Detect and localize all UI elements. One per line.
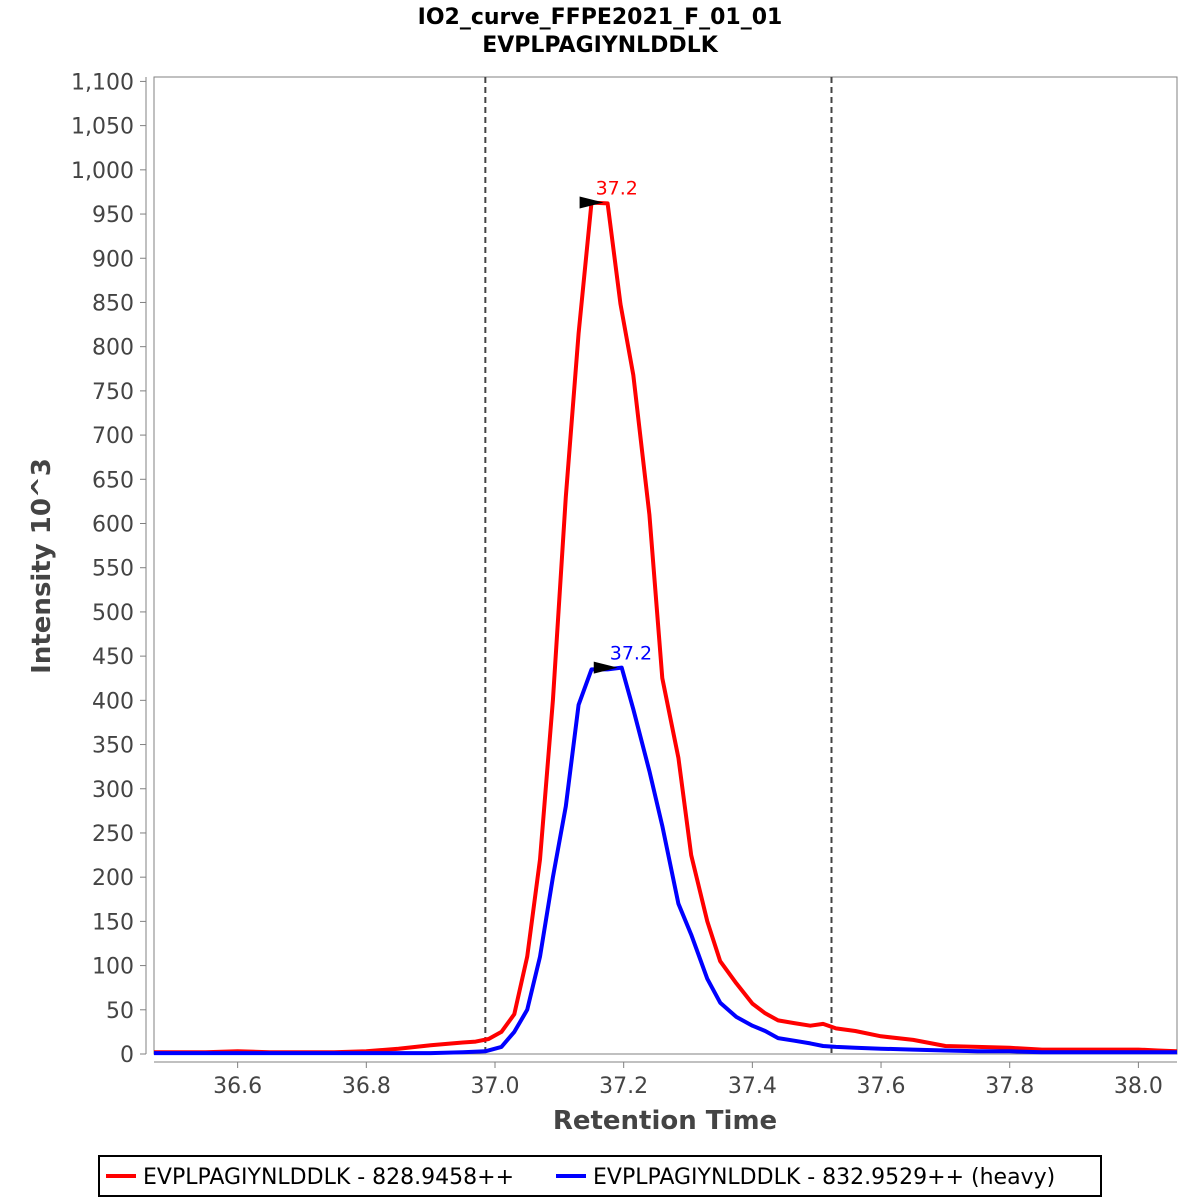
y-tick-label: 350 — [92, 734, 134, 759]
x-tick-label: 37.6 — [857, 1074, 906, 1099]
peak-arrow-icon — [579, 196, 604, 209]
x-axis-title: Retention Time — [553, 1106, 777, 1136]
y-tick-label: 150 — [92, 910, 134, 935]
y-tick-label: 650 — [92, 468, 134, 493]
y-tick-label: 700 — [92, 424, 134, 449]
legend-label-light: EVPLPAGIYNLDDLK - 828.9458++ — [143, 1165, 514, 1190]
peak-markers: 37.2 37.2 — [579, 178, 652, 674]
chart-title: IO2_curve_FFPE2021_F_01_01 — [418, 5, 783, 30]
y-tick-label: 1,000 — [71, 159, 134, 184]
plot-area — [153, 76, 1178, 1055]
y-tick-label: 400 — [92, 689, 134, 714]
legend-box — [98, 1155, 1102, 1197]
y-tick-label: 300 — [92, 778, 134, 803]
integration-bounds — [484, 77, 833, 1054]
x-tick-label: 37.8 — [985, 1074, 1034, 1099]
y-tick-label: 100 — [92, 955, 134, 980]
y-tick-label: 600 — [92, 513, 134, 538]
y-axis-title: Intensity 10^3 — [27, 458, 57, 674]
legend: EVPLPAGIYNLDDLK - 828.9458++ EVPLPAGIYNL… — [98, 1155, 1102, 1197]
chart-subtitle: EVPLPAGIYNLDDLK — [482, 33, 718, 58]
y-tick-label: 950 — [92, 203, 134, 228]
y-axis: 0 50 100 150 200 250 300 350 400 450 500 550 600 650 7… — [71, 70, 146, 1068]
y-tick-label: 250 — [92, 822, 134, 847]
series-line-heavy — [154, 665, 1177, 1056]
series-line-light — [154, 200, 1178, 1055]
x-tick-label: 37.4 — [728, 1074, 777, 1099]
peak-label: 37.2 — [610, 643, 652, 665]
y-tick-label: 500 — [92, 601, 134, 626]
peak-label: 37.2 — [596, 178, 638, 200]
y-tick-label: 50 — [106, 999, 134, 1024]
y-tick-label: 450 — [92, 645, 134, 670]
x-tick-label: 37.2 — [599, 1074, 648, 1099]
x-tick-label: 36.8 — [342, 1074, 391, 1099]
y-tick-label: 750 — [92, 380, 134, 405]
x-tick-label: 36.6 — [213, 1074, 262, 1099]
y-tick-label: 200 — [92, 866, 134, 891]
legend-label-heavy: EVPLPAGIYNLDDLK - 832.9529++ (heavy) — [593, 1165, 1055, 1190]
y-tick-label: 850 — [92, 291, 134, 316]
y-tick-label: 0 — [120, 1043, 134, 1068]
y-tick-label: 1,100 — [71, 70, 134, 95]
y-tick-label: 800 — [92, 336, 134, 361]
y-tick-label: 550 — [92, 557, 134, 582]
y-tick-label: 1,050 — [71, 115, 134, 140]
x-axis: 36.6 36.8 37.0 37.2 37.4 37.6 37.8 38.0 — [213, 1062, 1163, 1099]
x-tick-label: 38.0 — [1114, 1074, 1163, 1099]
series-lines — [154, 200, 1178, 1056]
peak-arrow-icon — [593, 661, 618, 674]
y-tick-label: 900 — [92, 247, 134, 272]
x-tick-label: 37.0 — [471, 1074, 520, 1099]
